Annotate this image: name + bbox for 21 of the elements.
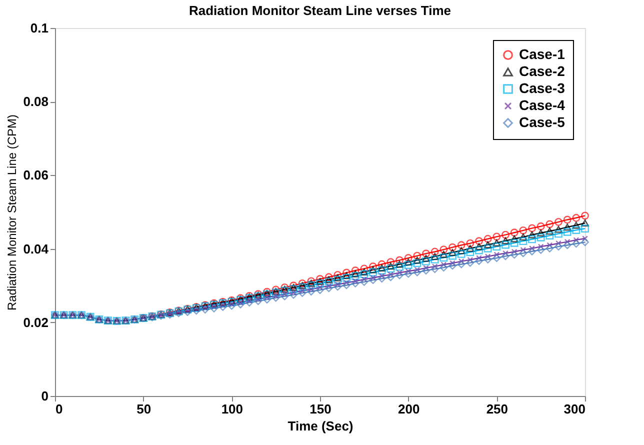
y-tick-label: 0 [41, 388, 48, 404]
y-tick-label: 0.08 [23, 94, 48, 110]
x-tick-label: 0 [56, 402, 63, 416]
legend-label: Case-2 [519, 63, 566, 79]
x-axis-title: Time (Sec) [288, 418, 354, 434]
x-tick-label: 150 [310, 402, 332, 416]
y-tick-label: 0.02 [23, 314, 48, 330]
y-tick-label: 0.1 [30, 20, 48, 36]
x-tick-label: 100 [221, 402, 244, 416]
x-tick-label: 250 [486, 402, 508, 416]
chart-title: Radiation Monitor Steam Line verses Time [189, 3, 451, 18]
y-tick-label: 0.06 [23, 168, 48, 183]
legend-label: Case-5 [519, 114, 566, 130]
x-tick-label: 300 [564, 402, 586, 416]
legend-label: Case-3 [519, 80, 566, 96]
y-tick-label: 0.04 [23, 241, 50, 256]
legend-label: Case-4 [519, 97, 566, 113]
y-axis-title: Radiation Monitor Steam Line (CPM) [5, 114, 20, 311]
x-tick-label: 200 [398, 402, 420, 416]
x-tick-label: 50 [136, 402, 152, 416]
legend-label: Case-1 [519, 46, 566, 62]
